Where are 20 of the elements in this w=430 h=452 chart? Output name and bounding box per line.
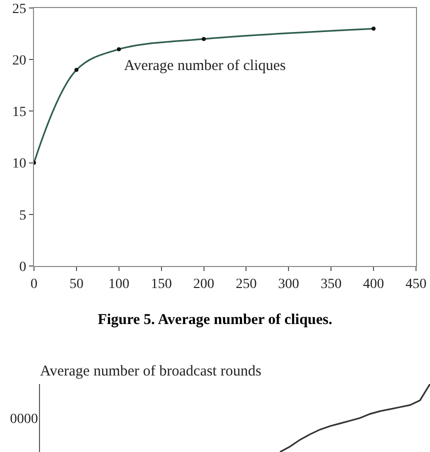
x-tick-label: 350 [320, 276, 342, 292]
annotation: Average number of cliques [124, 58, 286, 74]
y-tick-label: 20 [12, 54, 26, 68]
x-tick-label: 50 [69, 276, 84, 292]
annotation: 0000 [10, 412, 38, 427]
chart-title: Average number of broadcast rounds [40, 363, 262, 380]
y-tick-label: 10 [12, 156, 26, 172]
x-tick-label: 300 [278, 276, 300, 292]
x-tick-label: 150 [150, 276, 172, 292]
caption: Figure 5. Average number of cliques. [96, 312, 334, 329]
x-tick-label: 0 [30, 276, 38, 292]
x-tick-label: 100 [108, 276, 130, 292]
y-tick-label: 15 [12, 105, 26, 120]
y-tick-label: 5 [19, 208, 26, 224]
y-tick-label: 0 [19, 260, 26, 275]
x-tick-label: 250 [236, 276, 257, 292]
x-tick-label: 400 [363, 276, 384, 292]
x-tick-label: 450 [406, 276, 426, 292]
x-tick-label: 200 [193, 276, 214, 292]
y-tick-label: 25 [12, 2, 26, 17]
